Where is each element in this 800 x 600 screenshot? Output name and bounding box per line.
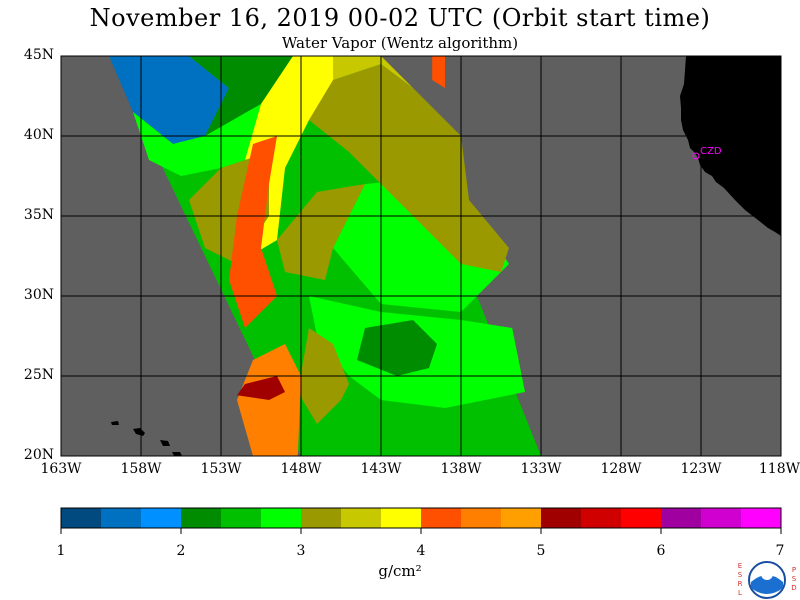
station-marker	[692, 152, 700, 160]
colorbar-swatch	[381, 508, 422, 528]
lon-label: 163W	[40, 461, 82, 477]
colorbar-tick-label: 5	[536, 543, 546, 559]
vapor-region-0	[109, 56, 229, 144]
colorbar-tick-label: 6	[656, 543, 666, 559]
vapor-region-12	[229, 136, 277, 328]
noaa-logo	[748, 561, 786, 599]
colorbar-swatch	[621, 508, 662, 528]
map-frame	[60, 55, 782, 457]
colorbar-swatch	[581, 508, 622, 528]
colorbar-tick-label: 7	[775, 543, 785, 559]
land-layer	[111, 56, 781, 456]
lon-label: 138W	[440, 461, 482, 477]
vapor-region-1	[189, 56, 293, 136]
lat-label: 20N	[23, 447, 54, 463]
colorbar-swatch	[701, 508, 742, 528]
colorbar	[60, 507, 782, 534]
colorbar-tick-label: 1	[56, 543, 66, 559]
lat-label: 30N	[23, 287, 54, 303]
lon-label: 123W	[680, 461, 722, 477]
california-coast	[680, 56, 781, 236]
vapor-region-15	[432, 56, 445, 88]
lon-label: 148W	[280, 461, 322, 477]
station-label: CZD	[700, 146, 722, 157]
colorbar-swatch	[461, 508, 502, 528]
colorbar-swatch	[661, 508, 702, 528]
vapor-region-8	[293, 64, 509, 272]
colorbar-tick-label: 2	[176, 543, 186, 559]
colorbar-swatch	[741, 508, 782, 528]
colorbar-tick-label: 4	[416, 543, 426, 559]
lat-label: 35N	[23, 207, 54, 223]
lon-label: 133W	[520, 461, 562, 477]
colorbar-tick-label: 3	[296, 543, 306, 559]
page-title: November 16, 2019 00-02 UTC (Orbit start…	[89, 4, 711, 32]
hawaii-island-1	[111, 421, 119, 425]
lon-label: 143W	[360, 461, 402, 477]
vapor-region-2	[133, 104, 261, 176]
colorbar-swatch	[101, 508, 142, 528]
colorbar-swatch	[61, 508, 102, 528]
lat-label: 25N	[23, 367, 54, 383]
colorbar-swatch	[421, 508, 462, 528]
vapor-region-5	[357, 320, 437, 376]
colorbar-swatch	[181, 508, 222, 528]
lat-label: 45N	[23, 47, 54, 63]
vapor-region-14	[237, 376, 285, 400]
colorbar-swatch	[221, 508, 262, 528]
colorbar-swatch	[301, 508, 342, 528]
vapor-region-7	[277, 184, 365, 280]
lon-label: 153W	[200, 461, 242, 477]
lon-label: 128W	[600, 461, 642, 477]
lat-label: 40N	[23, 127, 54, 143]
colorbar-swatch	[341, 508, 382, 528]
swath-layer	[109, 56, 541, 456]
colorbar-swatch	[541, 508, 582, 528]
lon-label: 118W	[758, 461, 800, 477]
lon-label: 158W	[120, 461, 162, 477]
chart-subtitle: Water Vapor (Wentz algorithm)	[281, 34, 519, 52]
colorbar-units: g/cm²	[378, 562, 422, 580]
colorbar-swatch	[501, 508, 542, 528]
colorbar-swatch	[141, 508, 182, 528]
hawaii-island-3	[160, 440, 170, 446]
vapor-region-10	[333, 56, 413, 88]
vapor-region-11	[237, 56, 333, 264]
hawaii-island-2	[133, 428, 145, 436]
colorbar-swatch	[261, 508, 302, 528]
hawaii-island-4	[172, 452, 182, 456]
